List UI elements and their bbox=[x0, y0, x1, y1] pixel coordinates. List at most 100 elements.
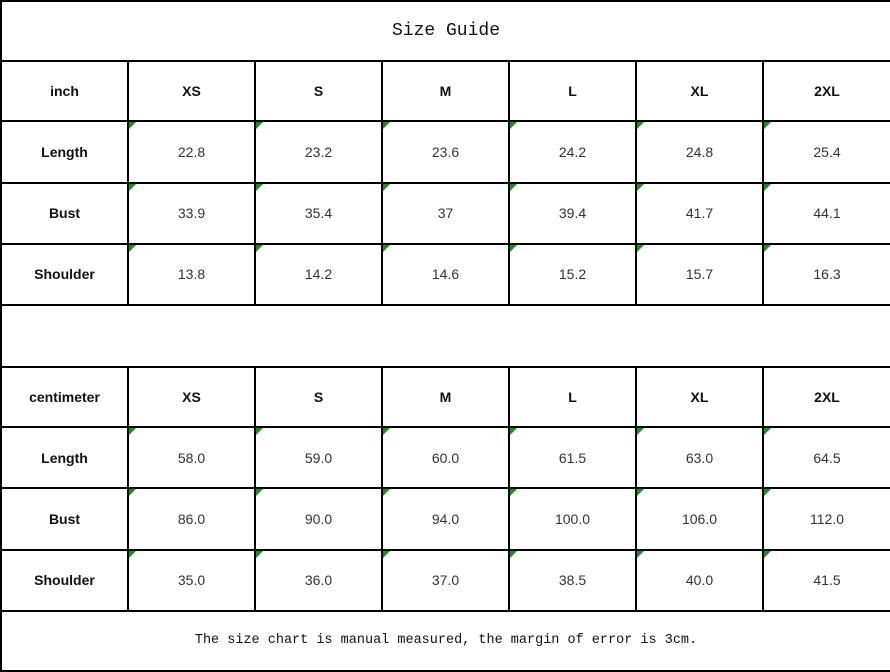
corner-flag-triangle bbox=[511, 551, 517, 558]
corner-flag-triangle bbox=[130, 245, 136, 252]
cell-value: 16.3 bbox=[813, 266, 841, 283]
value-cell: 41.7 bbox=[635, 181, 764, 245]
value-cell: 24.8 bbox=[635, 120, 764, 184]
cell-value: 100.0 bbox=[554, 510, 591, 527]
value-cell: 35.0 bbox=[127, 548, 256, 612]
cm-shoulder-row: Shoulder 35.0 36.0 37.0 38.5 40.0 41.5 bbox=[0, 548, 890, 612]
row-label-shoulder: Shoulder bbox=[0, 242, 129, 306]
value-cell: 61.5 bbox=[508, 426, 637, 490]
cell-value: 14.2 bbox=[304, 266, 333, 283]
row-label-bust: Bust bbox=[0, 181, 129, 245]
corner-flag-triangle bbox=[257, 429, 263, 436]
value-cell: 60.0 bbox=[381, 426, 510, 490]
corner-flag-triangle bbox=[384, 245, 390, 252]
value-cell: 23.2 bbox=[254, 120, 383, 184]
corner-flag-triangle bbox=[638, 551, 644, 558]
corner-flag-triangle bbox=[511, 245, 517, 252]
cell-value: 23.6 bbox=[431, 143, 460, 160]
size-header-xl: XL bbox=[635, 60, 764, 123]
size-header-m: M bbox=[381, 366, 510, 429]
spacer-cell bbox=[0, 303, 890, 369]
corner-flag-triangle bbox=[765, 123, 771, 130]
corner-flag-triangle bbox=[384, 490, 390, 497]
corner-flag-triangle bbox=[511, 123, 517, 130]
inch-bust-row: Bust 33.9 35.4 37 39.4 41.7 44.1 bbox=[0, 181, 890, 245]
value-cell: 24.2 bbox=[508, 120, 637, 184]
cell-value: 63.0 bbox=[685, 449, 714, 466]
value-cell: 112.0 bbox=[762, 487, 890, 551]
cell-value: 44.1 bbox=[813, 205, 841, 222]
unit-header-centimeter: centimeter bbox=[0, 366, 129, 429]
cell-value: 90.0 bbox=[304, 510, 333, 527]
corner-flag-triangle bbox=[638, 123, 644, 130]
cm-bust-row: Bust 86.0 90.0 94.0 100.0 106.0 112.0 bbox=[0, 487, 890, 551]
corner-flag-triangle bbox=[130, 490, 136, 497]
cell-value: 37 bbox=[437, 205, 454, 222]
corner-flag-triangle bbox=[511, 184, 517, 191]
corner-flag-triangle bbox=[765, 551, 771, 558]
corner-flag-triangle bbox=[384, 123, 390, 130]
value-cell: 22.8 bbox=[127, 120, 256, 184]
corner-flag-triangle bbox=[130, 429, 136, 436]
cell-value: 14.6 bbox=[431, 266, 460, 283]
value-cell: 16.3 bbox=[762, 242, 890, 306]
corner-flag-triangle bbox=[257, 551, 263, 558]
size-header-xs: XS bbox=[127, 60, 256, 123]
cell-value: 86.0 bbox=[177, 510, 206, 527]
title-row: Size Guide bbox=[0, 0, 890, 63]
size-header-2xl: 2XL bbox=[762, 60, 890, 123]
corner-flag-triangle bbox=[257, 123, 263, 130]
corner-flag-triangle bbox=[638, 184, 644, 191]
inch-header-row: inch XS S M L XL 2XL bbox=[0, 60, 890, 123]
cell-value: 106.0 bbox=[681, 510, 718, 527]
corner-flag-triangle bbox=[130, 123, 136, 130]
unit-header-inch: inch bbox=[0, 60, 129, 123]
cell-value: 15.2 bbox=[558, 266, 587, 283]
cm-length-row: Length 58.0 59.0 60.0 61.5 63.0 64.5 bbox=[0, 426, 890, 490]
page-title: Size Guide bbox=[0, 0, 890, 63]
value-cell: 44.1 bbox=[762, 181, 890, 245]
cell-value: 38.5 bbox=[558, 572, 587, 589]
corner-flag-triangle bbox=[257, 490, 263, 497]
value-cell: 38.5 bbox=[508, 548, 637, 612]
inch-length-row: Length 22.8 23.2 23.6 24.2 24.8 25.4 bbox=[0, 120, 890, 184]
corner-flag-triangle bbox=[384, 184, 390, 191]
corner-flag-triangle bbox=[765, 490, 771, 497]
corner-flag-triangle bbox=[638, 429, 644, 436]
corner-flag-triangle bbox=[130, 551, 136, 558]
corner-flag-triangle bbox=[765, 429, 771, 436]
size-header-l: L bbox=[508, 60, 637, 123]
cell-value: 64.5 bbox=[813, 449, 841, 466]
cell-value: 24.8 bbox=[685, 143, 714, 160]
cell-value: 41.5 bbox=[813, 572, 841, 589]
cell-value: 41.7 bbox=[685, 205, 714, 222]
cell-value: 40.0 bbox=[685, 572, 714, 589]
value-cell: 33.9 bbox=[127, 181, 256, 245]
value-cell: 40.0 bbox=[635, 548, 764, 612]
corner-flag-triangle bbox=[638, 490, 644, 497]
value-cell: 37.0 bbox=[381, 548, 510, 612]
value-cell: 41.5 bbox=[762, 548, 890, 612]
corner-flag-triangle bbox=[384, 429, 390, 436]
size-header-xs: XS bbox=[127, 366, 256, 429]
size-header-s: S bbox=[254, 60, 383, 123]
inch-shoulder-row: Shoulder 13.8 14.2 14.6 15.2 15.7 16.3 bbox=[0, 242, 890, 306]
corner-flag-triangle bbox=[765, 184, 771, 191]
value-cell: 100.0 bbox=[508, 487, 637, 551]
value-cell: 58.0 bbox=[127, 426, 256, 490]
corner-flag-triangle bbox=[384, 551, 390, 558]
cell-value: 61.5 bbox=[558, 449, 587, 466]
value-cell: 15.7 bbox=[635, 242, 764, 306]
value-cell: 36.0 bbox=[254, 548, 383, 612]
cell-value: 37.0 bbox=[431, 572, 460, 589]
cell-value: 59.0 bbox=[304, 449, 333, 466]
corner-flag-triangle bbox=[257, 184, 263, 191]
cell-value: 23.2 bbox=[304, 143, 333, 160]
cell-value: 94.0 bbox=[431, 510, 460, 527]
corner-flag-triangle bbox=[130, 184, 136, 191]
value-cell: 15.2 bbox=[508, 242, 637, 306]
footer-row: The size chart is manual measured, the m… bbox=[0, 609, 890, 672]
cell-value: 35.4 bbox=[304, 205, 333, 222]
